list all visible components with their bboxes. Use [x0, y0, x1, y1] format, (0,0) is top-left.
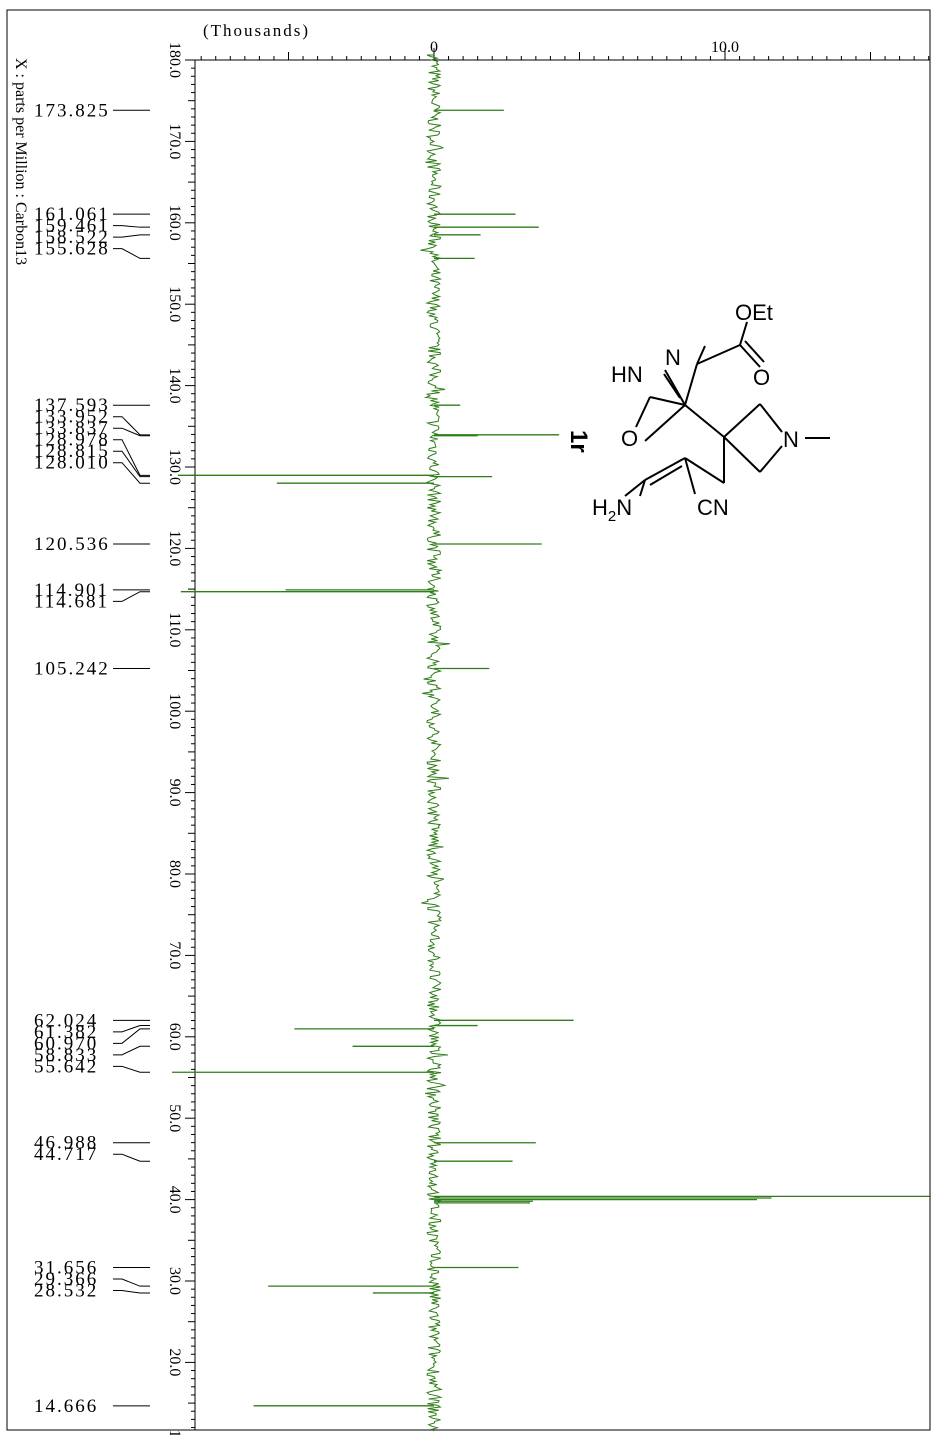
chemical-structure: [624, 321, 830, 497]
peak-label: 29.366: [34, 1269, 98, 1290]
peak-connector: [113, 234, 150, 238]
y-tick-label: 40.0: [166, 1186, 183, 1214]
plot-border: [6, 9, 931, 1431]
atom-n: N: [665, 345, 681, 370]
y-axis-title: X : parts per Million : Carbon13: [12, 58, 29, 265]
peak-label: 173.825: [34, 100, 110, 121]
atom-oet: OEt: [735, 300, 773, 325]
y-tick-label: 10.0: [166, 1430, 183, 1435]
peak-connector: [113, 1025, 150, 1033]
baseline-noise: [420, 54, 450, 1432]
y-tick-label: 60.0: [166, 1023, 183, 1051]
y-tick-label: 80.0: [166, 860, 183, 888]
atom-carbonyl-o: O: [753, 365, 770, 390]
peak-connector: [113, 450, 150, 478]
peak-label: 61.382: [34, 1022, 98, 1043]
peak-label: 128.815: [34, 441, 110, 462]
atom-ring-o: O: [621, 426, 638, 451]
peak-label: 161.061: [34, 204, 110, 225]
compound-label: 1r: [565, 430, 592, 453]
y-axis: 180.0 170.0 160.0 150.0 140.0 130.0 120.0 110.0…: [166, 42, 196, 1435]
noise-trace: [420, 54, 450, 1432]
x-tick-label: 0: [430, 39, 438, 56]
peak-connector: [113, 591, 150, 602]
peak-connector: [113, 416, 150, 436]
peak-label: 105.242: [34, 659, 110, 680]
y-tick-label: 160.0: [166, 205, 183, 241]
peak-label: 28.532: [34, 1281, 98, 1302]
peak-label: 159.461: [34, 216, 110, 237]
atom-n-methyl: N: [783, 427, 799, 452]
y-tick-label: 20.0: [166, 1348, 183, 1376]
peak-connector: [113, 427, 150, 437]
peak-label: 55.642: [34, 1056, 98, 1077]
peak-label: 60.970: [34, 1033, 98, 1054]
peak-connector: [113, 1290, 150, 1294]
peak-connector: [113, 248, 150, 259]
peak-connector: [113, 439, 150, 476]
atom-hn: HN: [611, 362, 643, 387]
peak-connector: [113, 462, 150, 484]
peak-label: 114.681: [34, 591, 109, 612]
peak-connector: [113, 225, 150, 228]
y-tick-label: 70.0: [166, 941, 183, 969]
structure-atom-labels: OEt O N HN N O CN H2N 1r: [565, 300, 799, 525]
peak-label: 120.536: [34, 534, 110, 555]
peak-label: 14.666: [34, 1396, 98, 1417]
y-tick-label: 130.0: [166, 449, 183, 485]
y-tick-label: 140.0: [166, 368, 183, 404]
y-tick-label: 170.0: [166, 123, 183, 159]
peak-label: 128.978: [34, 430, 110, 451]
peak-connector: [113, 1065, 150, 1073]
peak-label: 133.952: [34, 407, 110, 428]
y-tick-label: 90.0: [166, 779, 183, 807]
peak-label: 46.988: [34, 1133, 98, 1154]
peak-connector: [113, 1028, 150, 1044]
y-tick-label: 150.0: [166, 286, 183, 322]
peak-label: 158.522: [34, 227, 110, 248]
peak-label: 114.901: [34, 580, 109, 601]
peak-connector: [113, 1278, 150, 1287]
peak-label: 58.833: [34, 1045, 98, 1066]
y-tick-label: 100.0: [166, 693, 183, 729]
y-tick-label: 110.0: [166, 612, 183, 647]
peak-label: 62.024: [34, 1010, 98, 1031]
y-tick-label: 50.0: [166, 1104, 183, 1132]
peak-label: 137.593: [34, 395, 110, 416]
y-tick-label: 30.0: [166, 1267, 183, 1295]
peak-lines: [172, 109, 931, 1407]
peak-connector: [113, 1153, 150, 1162]
atom-cn: CN: [697, 495, 729, 520]
x-axis: 0 10.0: [195, 39, 930, 61]
peak-label: 31.656: [34, 1258, 98, 1279]
y-tick-label: 180.0: [166, 42, 183, 78]
y-tick-label: 120.0: [166, 530, 183, 566]
peak-label: 128.010: [34, 453, 110, 474]
x-tick-label: 10.0: [711, 39, 739, 56]
peak-label: 155.628: [34, 239, 110, 260]
x-axis-title: (Thousands): [203, 21, 310, 40]
peak-connector: [113, 1045, 150, 1056]
peak-label: 44.717: [34, 1144, 98, 1165]
atom-nh2: H2N: [592, 495, 632, 525]
peak-label: 133.837: [34, 418, 110, 439]
